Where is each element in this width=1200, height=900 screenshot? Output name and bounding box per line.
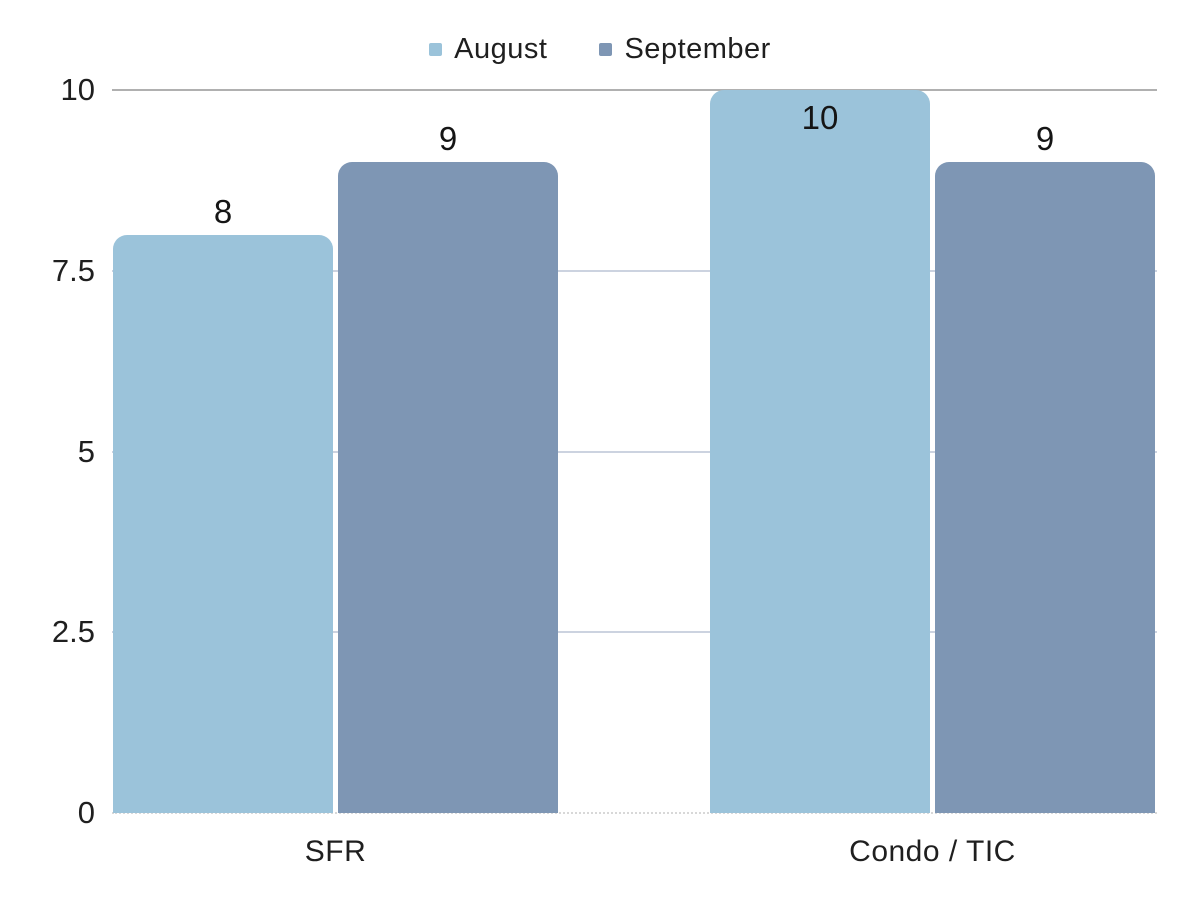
legend-item-september: September bbox=[599, 33, 770, 66]
gridline-2.5 bbox=[112, 631, 1157, 634]
x-axis-label-0: SFR bbox=[304, 835, 367, 868]
y-axis-tick-5: 5 bbox=[77, 433, 95, 469]
bar-september-0 bbox=[338, 162, 558, 813]
value-label-august-0: 8 bbox=[213, 192, 233, 230]
august-swatch-icon bbox=[429, 42, 443, 56]
bar-august-0 bbox=[113, 234, 333, 813]
gridline-0 bbox=[112, 812, 1157, 814]
legend-label-august: August bbox=[454, 32, 548, 65]
y-axis-tick-0: 0 bbox=[77, 795, 95, 830]
legend-label-september: September bbox=[624, 32, 771, 65]
gridline-7.5 bbox=[112, 269, 1157, 272]
y-axis-tick-7.5: 7.5 bbox=[51, 252, 95, 288]
bar-september-1 bbox=[935, 162, 1155, 813]
legend: August September bbox=[0, 28, 1200, 70]
gridline-5 bbox=[112, 450, 1157, 453]
x-axis-label-1: Condo / TIC bbox=[849, 835, 1016, 868]
value-label-august-1: 10 bbox=[801, 99, 839, 136]
y-axis-tick-10: 10 bbox=[60, 72, 95, 107]
bar-august-1 bbox=[710, 90, 930, 813]
value-label-september-1: 9 bbox=[1035, 120, 1055, 158]
gridline-10 bbox=[112, 89, 1157, 91]
value-label-september-0: 9 bbox=[438, 120, 458, 158]
september-swatch-icon bbox=[599, 42, 613, 56]
y-axis-tick-2.5: 2.5 bbox=[51, 614, 95, 650]
legend-item-august: August bbox=[429, 33, 547, 66]
